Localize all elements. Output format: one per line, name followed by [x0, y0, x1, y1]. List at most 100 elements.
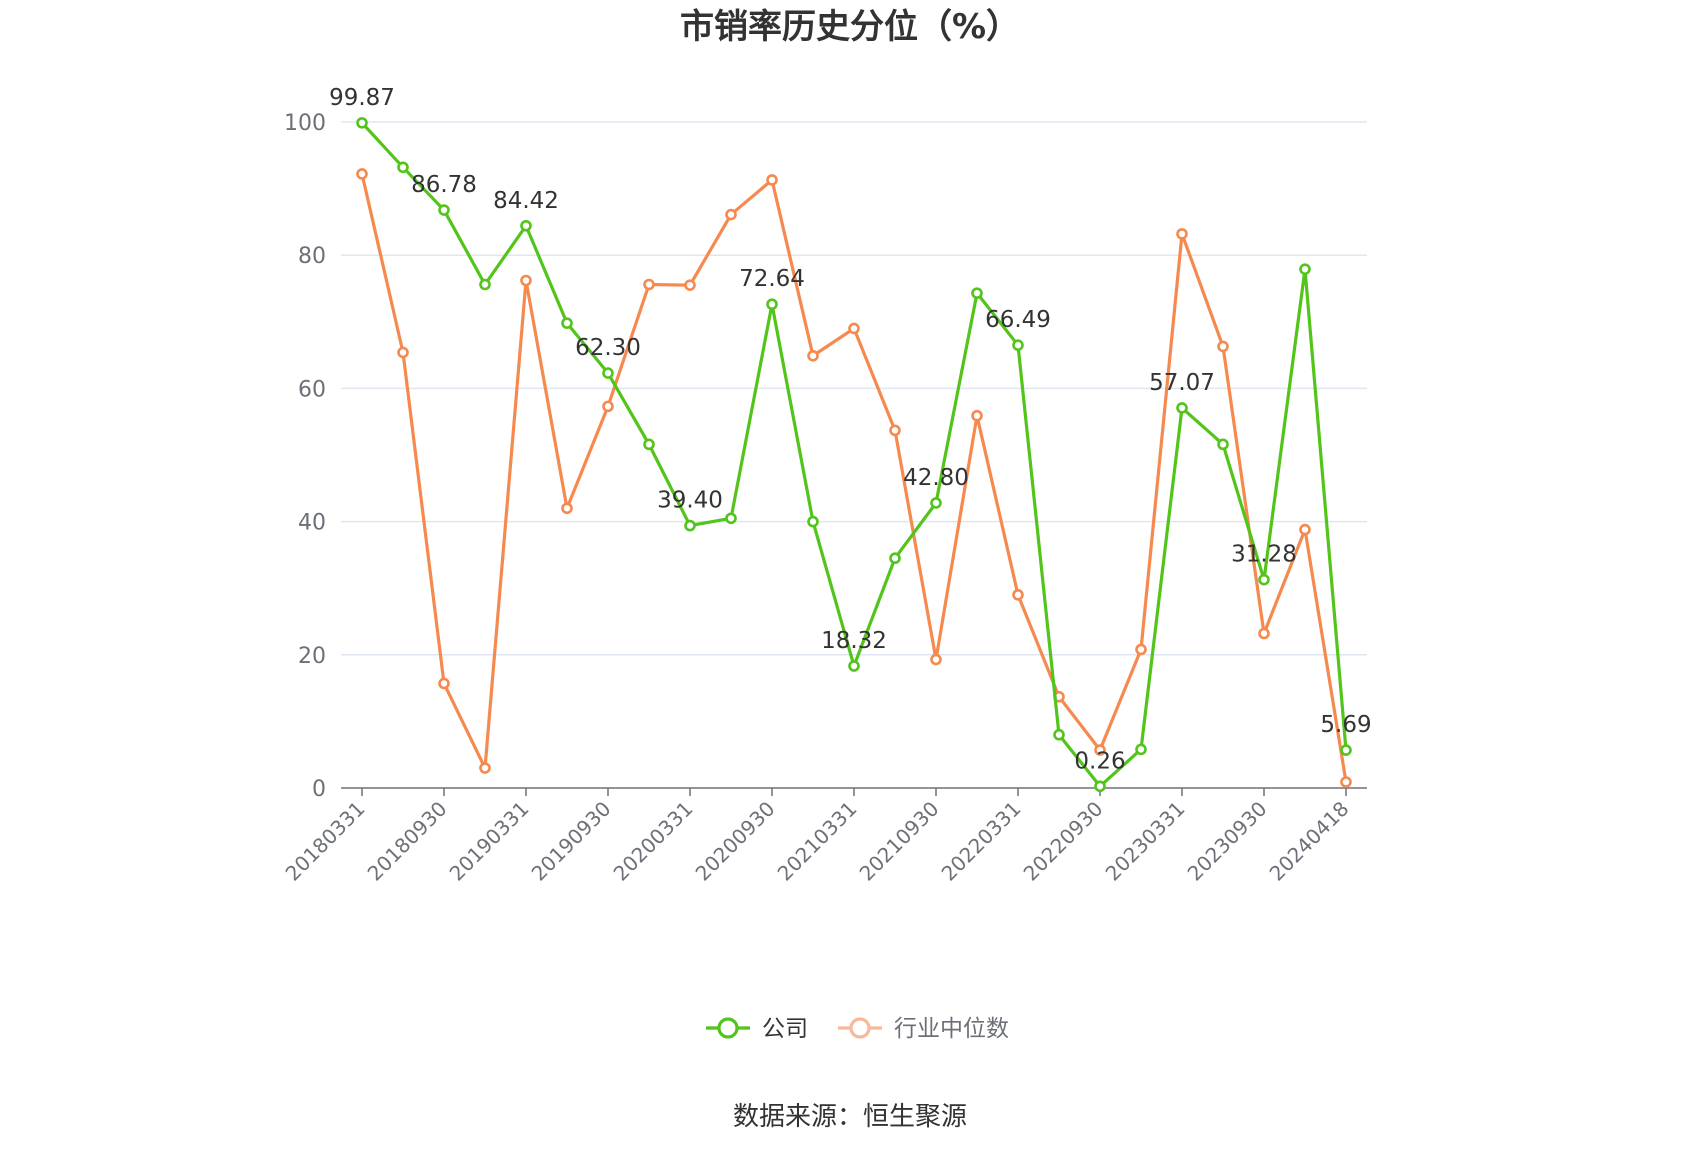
series-company: [356, 117, 1352, 793]
x-tick-label: 20240418: [1265, 797, 1354, 886]
data-point[interactable]: [807, 349, 819, 362]
data-label: 0.26: [1074, 748, 1125, 774]
legend-marker-icon: [849, 1017, 871, 1039]
x-tick-label: 20230930: [1183, 797, 1272, 886]
x-tick-label: 20220930: [1019, 797, 1108, 886]
data-point[interactable]: [643, 438, 655, 451]
data-point[interactable]: [479, 278, 491, 291]
series-line: [360, 121, 1348, 788]
data-point[interactable]: [930, 653, 942, 666]
data-point[interactable]: [1340, 776, 1352, 788]
data-point[interactable]: [1217, 340, 1229, 353]
y-tick-label: 0: [312, 777, 326, 802]
data-point[interactable]: [971, 409, 983, 422]
y-axis: 0 20 40 60 80 100: [284, 111, 326, 802]
data-point[interactable]: [520, 219, 532, 232]
data-point[interactable]: [889, 424, 901, 437]
grid-lines: [341, 121, 1367, 656]
data-point[interactable]: [807, 515, 819, 528]
data-label: 5.69: [1320, 712, 1371, 738]
data-point[interactable]: [684, 279, 696, 291]
data-point[interactable]: [930, 497, 942, 509]
y-tick-label: 40: [298, 511, 326, 536]
data-point[interactable]: [438, 204, 450, 216]
data-point[interactable]: [889, 552, 901, 565]
y-tick-label: 100: [284, 111, 326, 136]
data-point[interactable]: [1258, 573, 1270, 586]
data-point[interactable]: [479, 762, 491, 774]
data-point[interactable]: [1299, 263, 1311, 275]
data-point[interactable]: [1012, 339, 1024, 351]
x-tick-label: 20190930: [527, 797, 616, 886]
y-tick-label: 20: [298, 644, 326, 669]
data-point[interactable]: [725, 512, 737, 525]
data-label: 66.49: [985, 307, 1051, 333]
data-point[interactable]: [1012, 589, 1024, 601]
legend-marker-icon: [717, 1017, 739, 1039]
x-tick-label: 20180930: [363, 797, 452, 886]
data-point[interactable]: [1176, 228, 1188, 240]
plot-area: 99.87 86.78 84.42 62.30 39.40 72.64 18.32 42.80…: [329, 85, 1372, 793]
data-point[interactable]: [1340, 744, 1352, 756]
data-point[interactable]: [848, 322, 860, 335]
y-tick-label: 80: [298, 244, 326, 269]
series-industry-median: [356, 168, 1352, 788]
x-tick-label: 20200930: [691, 797, 780, 886]
data-label: 18.32: [821, 628, 887, 654]
x-axis: 2018033120180930201903312019093020200331…: [281, 787, 1367, 886]
data-point[interactable]: [602, 400, 614, 413]
data-label: 72.64: [739, 266, 805, 292]
data-point[interactable]: [561, 502, 573, 515]
data-point[interactable]: [397, 161, 409, 174]
legend-item-industry-median[interactable]: 行业中位数: [838, 1016, 1009, 1042]
data-point[interactable]: [356, 117, 368, 129]
data-labels: 99.87 86.78 84.42 62.30 39.40 72.64 18.32 42.80…: [329, 85, 1372, 774]
data-label: 39.40: [657, 488, 723, 514]
data-label: 57.07: [1149, 370, 1215, 396]
x-tick-label: 20180331: [281, 797, 370, 886]
data-point[interactable]: [1258, 627, 1270, 640]
legend[interactable]: 公司 行业中位数: [706, 1016, 1009, 1042]
data-point[interactable]: [1053, 728, 1065, 741]
data-point[interactable]: [766, 298, 778, 311]
x-tick-label: 20200331: [609, 797, 698, 886]
data-point[interactable]: [848, 660, 860, 672]
data-label: 62.30: [575, 335, 641, 361]
data-label: 84.42: [493, 188, 559, 214]
chart-title: 市销率历史分位（%）: [680, 7, 1020, 47]
data-label: 31.28: [1231, 542, 1297, 568]
data-point[interactable]: [725, 208, 737, 221]
data-point[interactable]: [1135, 643, 1147, 656]
data-point[interactable]: [684, 519, 696, 532]
x-tick-label: 20210930: [855, 797, 944, 886]
data-label: 86.78: [411, 172, 477, 198]
x-tick-label: 20220331: [937, 797, 1026, 886]
data-label: 42.80: [903, 465, 969, 491]
data-point[interactable]: [971, 287, 983, 299]
data-point[interactable]: [356, 168, 368, 180]
x-tick-label: 20190331: [445, 797, 534, 886]
data-point[interactable]: [1135, 743, 1147, 756]
data-point[interactable]: [766, 174, 778, 186]
x-tick-label: 20210331: [773, 797, 862, 886]
data-point[interactable]: [438, 677, 450, 690]
legend-label: 行业中位数: [894, 1016, 1009, 1042]
data-source: 数据来源：恒生聚源: [733, 1102, 967, 1132]
legend-item-company[interactable]: 公司: [706, 1016, 808, 1042]
data-label: 99.87: [329, 85, 395, 111]
data-point[interactable]: [1176, 402, 1188, 414]
series-line: [360, 173, 1348, 783]
y-tick-label: 60: [298, 377, 326, 402]
data-point[interactable]: [602, 367, 614, 379]
data-point[interactable]: [1299, 523, 1311, 536]
data-point[interactable]: [1217, 438, 1229, 451]
data-point[interactable]: [643, 278, 655, 291]
data-point[interactable]: [1094, 780, 1106, 793]
data-point[interactable]: [520, 274, 532, 287]
data-point[interactable]: [397, 346, 409, 359]
data-point[interactable]: [1094, 744, 1106, 756]
x-tick-label: 20230331: [1101, 797, 1190, 886]
data-point[interactable]: [561, 317, 573, 329]
legend-label: 公司: [762, 1016, 808, 1042]
